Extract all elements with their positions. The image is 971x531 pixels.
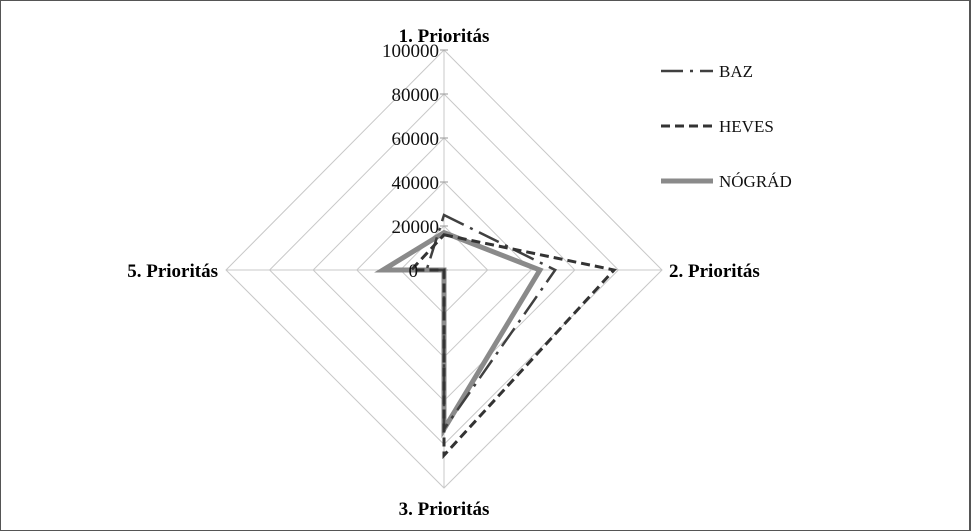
series-line-nógrád (374, 229, 544, 439)
axis-title-3: 3. Prioritás (399, 499, 490, 520)
tick-label: 20000 (392, 217, 440, 238)
legend-item-baz: BAZ (661, 62, 753, 81)
axis-title-1: 1. Prioritás (399, 26, 490, 47)
axis-title-5: 5. Prioritás (127, 261, 218, 282)
tick-label: 60000 (392, 129, 440, 150)
radar-tick-labels: 0 20000 40000 60000 80000 100000 (382, 41, 439, 282)
tick-label: 80000 (392, 85, 440, 106)
radar-series (374, 213, 617, 460)
series-line-baz (424, 213, 558, 434)
legend-label: HEVES (719, 117, 774, 136)
legend-item-heves: HEVES (661, 117, 774, 136)
tick-label: 40000 (392, 173, 440, 194)
tick-label: 100000 (382, 41, 439, 62)
radar-axis-titles: 1. Prioritás 2. Prioritás 3. Prioritás 5. P… (127, 26, 760, 520)
legend-label: BAZ (719, 62, 753, 81)
axis-title-2: 2. Prioritás (669, 261, 760, 282)
tick-label: 0 (409, 261, 419, 282)
legend-item-nógrád: NÓGRÁD (661, 172, 792, 191)
series-line-heves (407, 233, 617, 460)
legend: BAZ HEVES NÓGRÁD (661, 62, 792, 191)
legend-label: NÓGRÁD (719, 172, 792, 191)
